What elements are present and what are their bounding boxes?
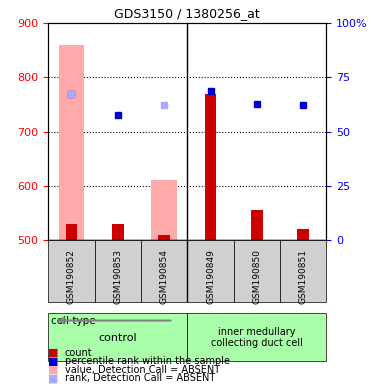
Bar — [59, 45, 84, 240]
FancyBboxPatch shape — [141, 240, 187, 302]
FancyBboxPatch shape — [187, 240, 234, 302]
Text: cell type: cell type — [50, 316, 95, 326]
FancyBboxPatch shape — [95, 240, 141, 302]
FancyBboxPatch shape — [48, 240, 95, 302]
Text: inner medullary
collecting duct cell: inner medullary collecting duct cell — [211, 327, 303, 348]
Text: GSM190851: GSM190851 — [299, 249, 308, 304]
Text: ■: ■ — [48, 348, 59, 358]
Text: ■: ■ — [48, 365, 59, 375]
Text: control: control — [98, 333, 137, 343]
FancyBboxPatch shape — [234, 240, 280, 302]
FancyBboxPatch shape — [187, 313, 326, 361]
Bar — [205, 94, 216, 240]
Bar — [158, 235, 170, 240]
Text: rank, Detection Call = ABSENT: rank, Detection Call = ABSENT — [65, 373, 215, 383]
Bar — [298, 229, 309, 240]
Text: value, Detection Call = ABSENT: value, Detection Call = ABSENT — [65, 365, 220, 375]
FancyBboxPatch shape — [280, 240, 326, 302]
Title: GDS3150 / 1380256_at: GDS3150 / 1380256_at — [115, 7, 260, 20]
Text: percentile rank within the sample: percentile rank within the sample — [65, 356, 230, 366]
Text: GSM190849: GSM190849 — [206, 249, 215, 304]
Bar — [112, 224, 124, 240]
Text: GSM190852: GSM190852 — [67, 249, 76, 304]
Bar — [66, 224, 77, 240]
Text: GSM190850: GSM190850 — [252, 249, 262, 304]
Text: GSM190853: GSM190853 — [113, 249, 122, 304]
Text: count: count — [65, 348, 92, 358]
Bar — [151, 180, 177, 240]
Text: GSM190854: GSM190854 — [160, 249, 169, 304]
FancyBboxPatch shape — [48, 313, 187, 361]
Text: ■: ■ — [48, 373, 59, 383]
Bar — [251, 210, 263, 240]
Text: ■: ■ — [48, 356, 59, 366]
